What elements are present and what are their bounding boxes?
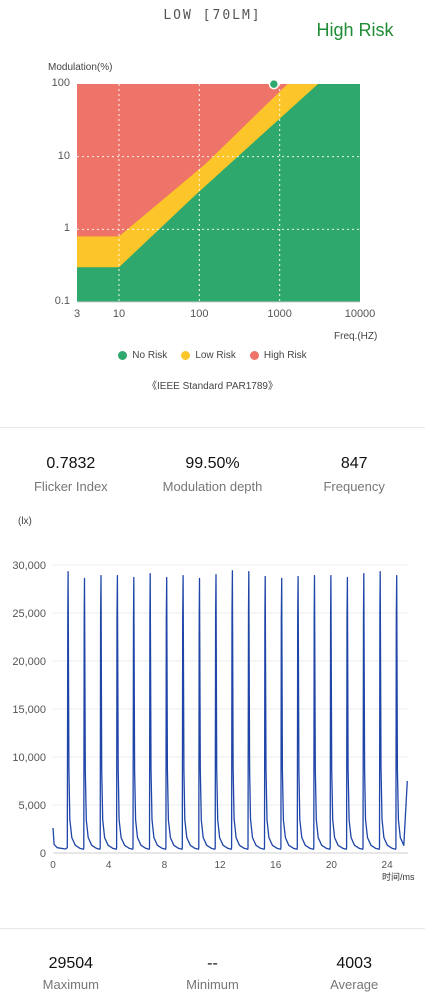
- risk-y-tick: 1: [63, 222, 70, 235]
- standard-note: 《IEEE Standard PAR1789》: [147, 381, 278, 392]
- wave-y-tick: 30,000: [12, 560, 46, 572]
- wave-x-tick: 4: [106, 860, 112, 871]
- risk-y-tick: 0.1: [54, 295, 70, 307]
- summary-maximum: 29504 Maximum: [0, 955, 142, 992]
- legend-low-risk-label: Low Risk: [195, 350, 236, 361]
- legend-high-risk-label: High Risk: [263, 350, 307, 361]
- summary-minimum: -- Minimum: [142, 955, 284, 992]
- wave-x-tick: 0: [50, 860, 56, 871]
- wave-x-tick: 16: [270, 860, 282, 871]
- wave-y-tick: 5,000: [18, 800, 46, 812]
- summary-label: Maximum: [42, 977, 99, 992]
- risk-x-tick: 10: [112, 308, 126, 320]
- risk-status-badge: High Risk: [316, 20, 394, 40]
- wave-x-tick: 12: [214, 860, 226, 871]
- wave-y-tick: 20,000: [12, 656, 46, 668]
- measurement-marker: [268, 78, 280, 90]
- metric-label: Frequency: [323, 479, 385, 494]
- waveform-y-unit: (lx): [18, 516, 32, 527]
- risk-chart-y-axis-title: Modulation(%): [48, 62, 113, 73]
- legend-no-risk-dot: [118, 351, 128, 360]
- summary-value: 4003: [336, 955, 372, 972]
- metric-modulation-depth: 99.50% Modulation depth: [142, 455, 284, 494]
- wave-y-tick: 10,000: [12, 752, 46, 764]
- risk-x-tick: 1000: [267, 308, 292, 320]
- risk-y-tick: 10: [57, 149, 70, 162]
- no-risk-area: [77, 84, 360, 302]
- legend-low-risk-dot: [181, 351, 191, 360]
- metric-label: Modulation depth: [162, 479, 263, 494]
- summary-average: 4003 Average: [283, 955, 425, 992]
- risk-chart: [77, 78, 360, 303]
- metric-value: 847: [340, 455, 368, 472]
- risk-legend: No Risk Low Risk High Risk: [0, 350, 425, 361]
- legend-high-risk-dot: [249, 351, 259, 360]
- waveform-chart: 30,000 25,000 20,000 15,000 10,000 5,000 0 0 4 8…: [12, 560, 408, 871]
- metrics-row: 0.7832 Flicker Index 99.50% Modulation d…: [0, 455, 425, 494]
- metric-frequency: 847 Frequency: [283, 455, 425, 494]
- illuminance-series-line: [52, 570, 408, 850]
- wave-y-tick: 0: [40, 848, 46, 860]
- legend-low-risk: Low Risk: [181, 350, 236, 361]
- risk-chart-x-axis-title: Freq.(HZ): [334, 331, 378, 342]
- legend-high-risk: High Risk: [249, 350, 307, 361]
- metric-value: 0.7832: [46, 455, 96, 472]
- wave-x-tick: 24: [382, 860, 394, 871]
- summary-value: 29504: [48, 955, 94, 972]
- wave-y-tick: 25,000: [12, 608, 46, 620]
- section-divider: [0, 928, 425, 929]
- legend-no-risk-label: No Risk: [132, 350, 168, 361]
- wave-y-tick: 15,000: [12, 704, 46, 716]
- waveform-x-unit: 时间/ms: [382, 872, 415, 882]
- summary-label: Average: [330, 977, 379, 992]
- summary-label: Minimum: [186, 977, 239, 992]
- wave-x-tick: 20: [326, 860, 338, 871]
- summary-value: --: [207, 955, 218, 972]
- risk-x-tick: 100: [190, 308, 209, 320]
- section-divider: [0, 427, 425, 428]
- risk-y-tick: 100: [51, 77, 70, 89]
- risk-x-tick: 3: [73, 308, 81, 320]
- summary-row: 29504 Maximum -- Minimum 4003 Average: [0, 955, 425, 992]
- risk-x-tick: 10000: [344, 308, 376, 320]
- wave-x-tick: 8: [162, 860, 168, 871]
- metric-label: Flicker Index: [33, 479, 108, 494]
- metric-flicker-index: 0.7832 Flicker Index: [0, 455, 142, 494]
- mode-label: LOW [70LM]: [163, 8, 262, 23]
- metric-value: 99.50%: [185, 455, 240, 472]
- legend-no-risk: No Risk: [118, 350, 167, 361]
